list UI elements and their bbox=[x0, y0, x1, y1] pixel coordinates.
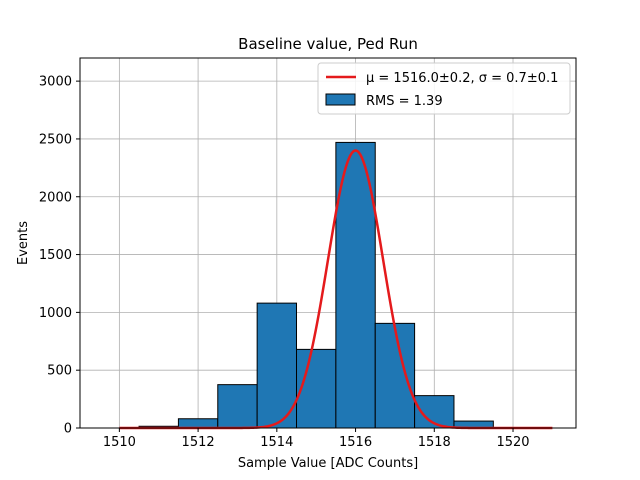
x-tick-label-3: 1516 bbox=[339, 435, 372, 450]
legend-histogram-label: RMS = 1.39 bbox=[366, 94, 443, 109]
x-tick-label-4: 1518 bbox=[418, 435, 451, 450]
y-tick-label-1: 500 bbox=[47, 364, 72, 379]
y-axis-ticks: 0 500 1000 1500 2000 2500 3000 bbox=[39, 75, 80, 437]
x-tick-label-1: 1512 bbox=[182, 435, 215, 450]
y-tick-label-3: 1500 bbox=[39, 248, 72, 263]
histogram-bar-4 bbox=[256, 302, 298, 429]
legend-histogram-swatch bbox=[325, 93, 356, 106]
histogram-bar-2 bbox=[177, 418, 219, 429]
y-tick-label-0: 0 bbox=[64, 422, 72, 437]
x-axis-label: Sample Value [ADC Counts] bbox=[238, 456, 418, 471]
x-tick-label-0: 1510 bbox=[103, 435, 136, 450]
histogram-bars bbox=[138, 141, 494, 429]
histogram-bar-5 bbox=[296, 348, 337, 429]
x-tick-label-5: 1520 bbox=[496, 435, 529, 450]
legend: μ = 1516.0±0.2, σ = 0.7±0.1 RMS = 1.39 bbox=[317, 62, 571, 115]
y-tick-label-4: 2000 bbox=[39, 190, 72, 205]
plot-frame bbox=[79, 57, 577, 429]
legend-fit-label: μ = 1516.0±0.2, σ = 0.7±0.1 bbox=[366, 71, 558, 86]
y-axis-label: Events bbox=[16, 221, 31, 265]
x-tick-label-2: 1514 bbox=[260, 435, 293, 450]
y-tick-label-6: 3000 bbox=[39, 75, 72, 90]
histogram-bar-7 bbox=[374, 322, 416, 429]
y-tick-label-2: 1000 bbox=[39, 306, 72, 321]
histogram-bar-3 bbox=[217, 384, 258, 429]
chart-title: Baseline value, Ped Run bbox=[238, 35, 418, 53]
y-tick-label-5: 2500 bbox=[39, 132, 72, 147]
x-axis-ticks: 1510 1512 1514 1516 1518 1520 bbox=[103, 428, 530, 450]
legend-box bbox=[317, 62, 571, 115]
